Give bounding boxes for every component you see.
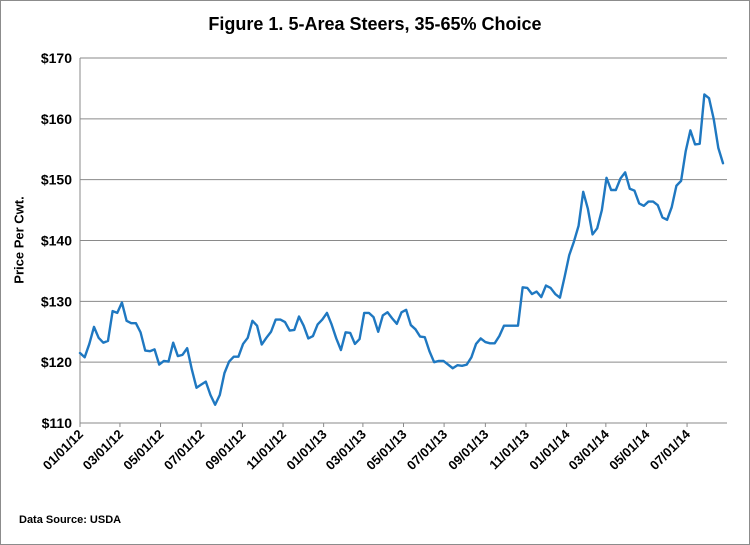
- chart-title: Figure 1. 5-Area Steers, 35-65% Choice: [208, 14, 542, 34]
- x-tick-label: 07/01/13: [404, 427, 450, 473]
- x-tick-label: 09/01/12: [202, 427, 248, 473]
- x-tick-label: 05/01/12: [120, 427, 166, 473]
- series-line: [78, 93, 725, 406]
- x-tick-label: 07/01/14: [647, 426, 694, 473]
- y-tick-label: $170: [41, 50, 72, 66]
- x-tick-label: 05/01/13: [363, 427, 409, 473]
- data-source-note: Data Source: USDA: [19, 514, 122, 526]
- x-tick-label: 11/01/12: [243, 427, 289, 473]
- x-tick-label: 01/01/12: [40, 427, 86, 473]
- x-tick-label: 03/01/14: [566, 426, 613, 473]
- y-tick-label: $150: [41, 172, 72, 188]
- x-tick-label: 11/01/13: [486, 427, 532, 473]
- x-tick-label: 09/01/13: [445, 427, 491, 473]
- y-tick-label: $110: [42, 415, 73, 431]
- y-tick-labels: $110 $120 $130 $140 $150 $160 $170: [41, 50, 72, 431]
- y-tick-label: $120: [41, 354, 72, 370]
- x-tick-label: 01/01/14: [526, 426, 573, 473]
- x-tick-label: 01/01/13: [283, 427, 329, 473]
- x-tick-label: 03/01/12: [80, 427, 126, 473]
- axes: [79, 58, 727, 427]
- x-tick-label: 07/01/12: [161, 427, 207, 473]
- y-tick-label: $130: [41, 293, 72, 309]
- x-tick-labels: 01/01/1203/01/1205/01/1207/01/1209/01/12…: [40, 426, 694, 473]
- x-tick-label: 05/01/14: [606, 426, 653, 473]
- gridlines: [80, 57, 727, 363]
- y-tick-label: $140: [41, 233, 72, 249]
- series-layer: [78, 93, 725, 406]
- y-tick-label: $160: [41, 111, 72, 127]
- x-tick-label: 03/01/13: [323, 427, 369, 473]
